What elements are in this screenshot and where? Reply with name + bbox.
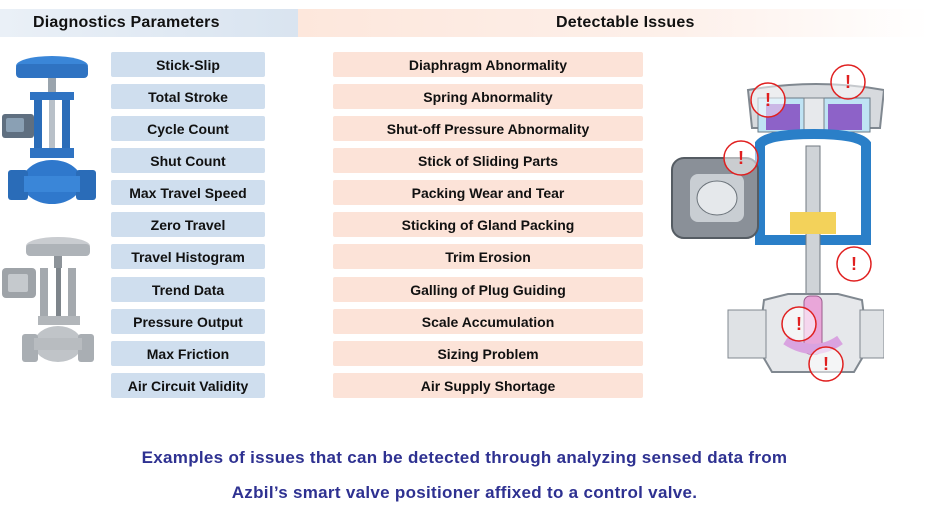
issue-item: Shut-off Pressure Abnormality	[333, 116, 643, 141]
issue-item: Diaphragm Abnormality	[333, 52, 643, 77]
parameter-item: Shut Count	[111, 148, 265, 173]
caption-line-1: Examples of issues that can be detected …	[141, 448, 788, 467]
parameters-header: Diagnostics Parameters	[33, 14, 220, 31]
grey-control-valve-image	[2, 237, 94, 362]
parameters-header-band	[0, 9, 298, 37]
parameter-item: Total Stroke	[111, 84, 265, 109]
issue-item: Air Supply Shortage	[333, 373, 643, 398]
issue-item: Packing Wear and Tear	[333, 180, 643, 205]
warning-icon	[750, 82, 786, 118]
parameter-item: Air Circuit Validity	[111, 373, 265, 398]
issues-header: Detectable Issues	[556, 14, 695, 31]
warning-icon	[723, 140, 759, 176]
issue-item: Scale Accumulation	[333, 309, 643, 334]
warning-mark: !	[823, 354, 829, 374]
parameter-item: Trend Data	[111, 277, 265, 302]
warning-icon	[808, 346, 844, 382]
issue-item: Sizing Problem	[333, 341, 643, 366]
warning-markers: ! ! ! ! ! !	[723, 64, 872, 382]
blue-control-valve-image	[2, 56, 96, 204]
parameter-item: Max Friction	[111, 341, 265, 366]
parameter-item: Zero Travel	[111, 212, 265, 237]
warning-icon	[836, 246, 872, 282]
issue-item: Stick of Sliding Parts	[333, 148, 643, 173]
caption-line-2: Azbil’s smart valve positioner affixed t…	[231, 483, 698, 502]
issue-item: Sticking of Gland Packing	[333, 212, 643, 237]
parameter-item: Stick-Slip	[111, 52, 265, 77]
issue-item: Spring Abnormality	[333, 84, 643, 109]
issues-header-band	[298, 9, 929, 37]
parameter-item: Max Travel Speed	[111, 180, 265, 205]
parameter-item: Pressure Output	[111, 309, 265, 334]
warning-mark: !	[765, 90, 771, 110]
warning-mark: !	[738, 148, 744, 168]
warning-icon	[830, 64, 866, 100]
parameter-item: Travel Histogram	[111, 244, 265, 269]
warning-mark: !	[845, 72, 851, 92]
warning-mark: !	[796, 314, 802, 334]
issue-item: Trim Erosion	[333, 244, 643, 269]
parameter-item: Cycle Count	[111, 116, 265, 141]
warning-mark: !	[851, 254, 857, 274]
warning-icon	[781, 306, 817, 342]
issue-item: Galling of Plug Guiding	[333, 277, 643, 302]
